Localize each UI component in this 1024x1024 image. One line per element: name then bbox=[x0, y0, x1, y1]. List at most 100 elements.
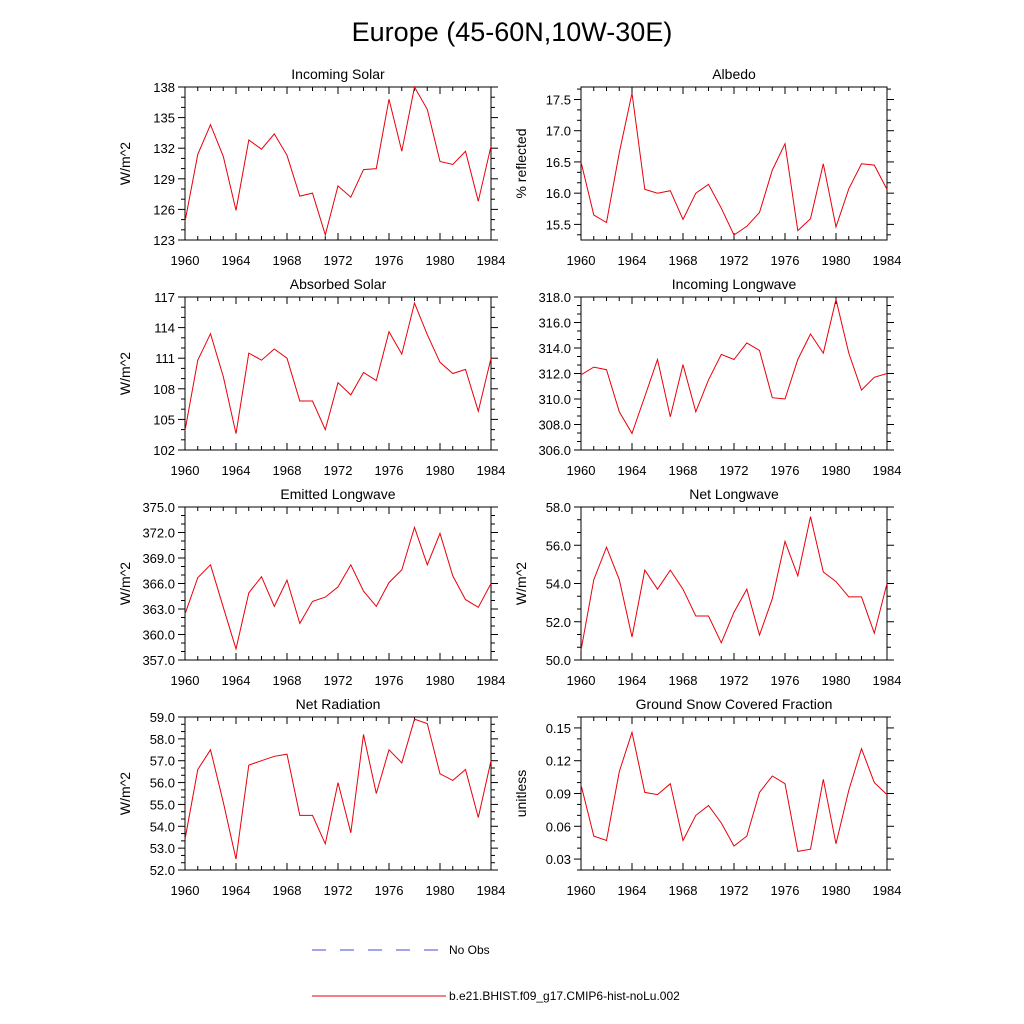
ytick-label: 57.0 bbox=[150, 754, 175, 769]
ytick-label: 0.03 bbox=[546, 852, 571, 867]
xtick-label: 1976 bbox=[771, 883, 800, 898]
xtick-label: 1972 bbox=[324, 253, 353, 268]
panel-net-longwave: Net Longwave W/m^2 1960 1964 1968 1972 1976 198… bbox=[513, 486, 901, 688]
ytick-label: 132 bbox=[153, 141, 175, 156]
xtick-label: 1960 bbox=[171, 253, 200, 268]
ytick-label: 53.0 bbox=[150, 841, 175, 856]
ytick-label: 314.0 bbox=[538, 341, 571, 356]
xtick-label: 1968 bbox=[273, 463, 302, 478]
panel-title-emitted-longwave: Emitted Longwave bbox=[280, 486, 395, 502]
panel-albedo: Albedo % reflected 1960 1964 1968 1972 1976 198… bbox=[513, 66, 901, 268]
panel-title-absorbed-solar: Absorbed Solar bbox=[290, 276, 387, 292]
ytick-label: 108 bbox=[153, 382, 175, 397]
series-line-incoming-longwave bbox=[580, 299, 888, 435]
ytick-label: 0.06 bbox=[546, 819, 571, 834]
xtick-label: 1980 bbox=[426, 253, 455, 268]
ytick-label: 372.0 bbox=[142, 526, 175, 541]
ytick-label: 58.0 bbox=[546, 500, 571, 515]
xtick-label: 1960 bbox=[567, 463, 596, 478]
xtick-label: 1976 bbox=[771, 463, 800, 478]
ytick-label: 111 bbox=[155, 351, 175, 366]
series-line-albedo bbox=[580, 93, 888, 236]
panel-incoming-solar: Incoming Solar W/m^2 1960 1964 1968 1972 1976 1… bbox=[117, 66, 505, 268]
ytick-label: 312.0 bbox=[538, 367, 571, 382]
xtick-label: 1972 bbox=[720, 463, 749, 478]
ytick-label: 54.0 bbox=[150, 819, 175, 834]
ytick-label: 0.12 bbox=[546, 754, 571, 769]
panel-title-ground-snow-covered-fraction: Ground Snow Covered Fraction bbox=[636, 696, 833, 712]
xtick-label: 1964 bbox=[222, 253, 251, 268]
xtick-label: 1964 bbox=[618, 463, 647, 478]
panel-net-radiation: Net Radiation W/m^2 1960 1964 1968 1972 1976 19… bbox=[117, 696, 505, 898]
ytick-label: 114 bbox=[154, 321, 175, 336]
xtick-label: 1968 bbox=[273, 253, 302, 268]
series-line-net-longwave bbox=[580, 516, 888, 651]
panel-ylabel-absorbed-solar: W/m^2 bbox=[117, 352, 133, 395]
ytick-label: 102 bbox=[153, 443, 175, 458]
ytick-label: 369.0 bbox=[142, 551, 175, 566]
panel-ylabel-albedo: % reflected bbox=[513, 128, 529, 198]
ytick-label: 123 bbox=[153, 233, 175, 248]
xtick-label: 1984 bbox=[873, 463, 902, 478]
xtick-label: 1968 bbox=[669, 883, 698, 898]
legend-label-no-obs: No Obs bbox=[449, 943, 490, 957]
series-line-ground-snow-covered-fraction bbox=[580, 730, 888, 852]
ytick-label: 17.0 bbox=[546, 124, 571, 139]
xtick-label: 1960 bbox=[567, 253, 596, 268]
xtick-label: 1980 bbox=[426, 673, 455, 688]
ytick-label: 135 bbox=[153, 111, 175, 126]
xtick-label: 1980 bbox=[822, 673, 851, 688]
ytick-label: 129 bbox=[153, 172, 175, 187]
xtick-label: 1964 bbox=[618, 253, 647, 268]
ytick-label: 316.0 bbox=[538, 316, 571, 331]
series-line-absorbed-solar bbox=[184, 301, 492, 434]
panel-ylabel-ground-snow-covered-fraction: unitless bbox=[513, 770, 529, 817]
xtick-label: 1972 bbox=[324, 463, 353, 478]
ytick-label: 375.0 bbox=[142, 500, 175, 515]
xtick-label: 1972 bbox=[720, 673, 749, 688]
xtick-label: 1972 bbox=[720, 883, 749, 898]
xtick-label: 1980 bbox=[822, 463, 851, 478]
series-line-net-radiation bbox=[184, 718, 492, 860]
panels: Incoming Solar W/m^2 1960 1964 1968 1972 1976 1… bbox=[117, 66, 901, 898]
ytick-label: 52.0 bbox=[150, 863, 175, 878]
xtick-label: 1964 bbox=[618, 673, 647, 688]
ytick-label: 308.0 bbox=[538, 418, 571, 433]
xtick-label: 1968 bbox=[273, 673, 302, 688]
ytick-label: 105 bbox=[153, 412, 175, 427]
main-title: Europe (45-60N,10W-30E) bbox=[352, 17, 673, 47]
ytick-label: 59.0 bbox=[150, 710, 175, 725]
xtick-label: 1960 bbox=[567, 883, 596, 898]
panel-title-incoming-solar: Incoming Solar bbox=[291, 66, 385, 82]
xtick-label: 1968 bbox=[669, 673, 698, 688]
xtick-label: 1960 bbox=[567, 673, 596, 688]
xtick-label: 1960 bbox=[171, 463, 200, 478]
panel-ground-snow-covered-fraction: Ground Snow Covered Fraction unitless 1960… bbox=[513, 696, 901, 898]
xtick-label: 1984 bbox=[873, 673, 902, 688]
xtick-label: 1980 bbox=[426, 463, 455, 478]
ytick-label: 52.0 bbox=[546, 615, 571, 630]
xtick-label: 1960 bbox=[171, 673, 200, 688]
xtick-label: 1984 bbox=[477, 463, 506, 478]
legend-label-model: b.e21.BHIST.f09_g17.CMIP6-hist-noLu.002 bbox=[449, 989, 680, 1003]
xtick-label: 1984 bbox=[477, 253, 506, 268]
ytick-label: 15.5 bbox=[546, 217, 571, 232]
ytick-label: 0.09 bbox=[546, 787, 571, 802]
legend: No Obs b.e21.BHIST.f09_g17.CMIP6-hist-no… bbox=[312, 943, 680, 1003]
ytick-label: 360.0 bbox=[142, 628, 175, 643]
xtick-label: 1964 bbox=[222, 673, 251, 688]
ytick-label: 16.0 bbox=[546, 186, 571, 201]
ytick-label: 310.0 bbox=[538, 392, 571, 407]
panel-emitted-longwave: Emitted Longwave W/m^2 1960 1964 1968 1972 197… bbox=[117, 486, 505, 688]
xtick-label: 1964 bbox=[222, 883, 251, 898]
xtick-label: 1968 bbox=[669, 463, 698, 478]
series-line-incoming-solar bbox=[184, 85, 492, 237]
xtick-label: 1980 bbox=[822, 253, 851, 268]
xtick-label: 1984 bbox=[873, 253, 902, 268]
xtick-label: 1964 bbox=[618, 883, 647, 898]
ytick-label: 366.0 bbox=[142, 577, 175, 592]
panel-title-albedo: Albedo bbox=[712, 66, 756, 82]
ytick-label: 56.0 bbox=[546, 538, 571, 553]
xtick-label: 1984 bbox=[477, 673, 506, 688]
